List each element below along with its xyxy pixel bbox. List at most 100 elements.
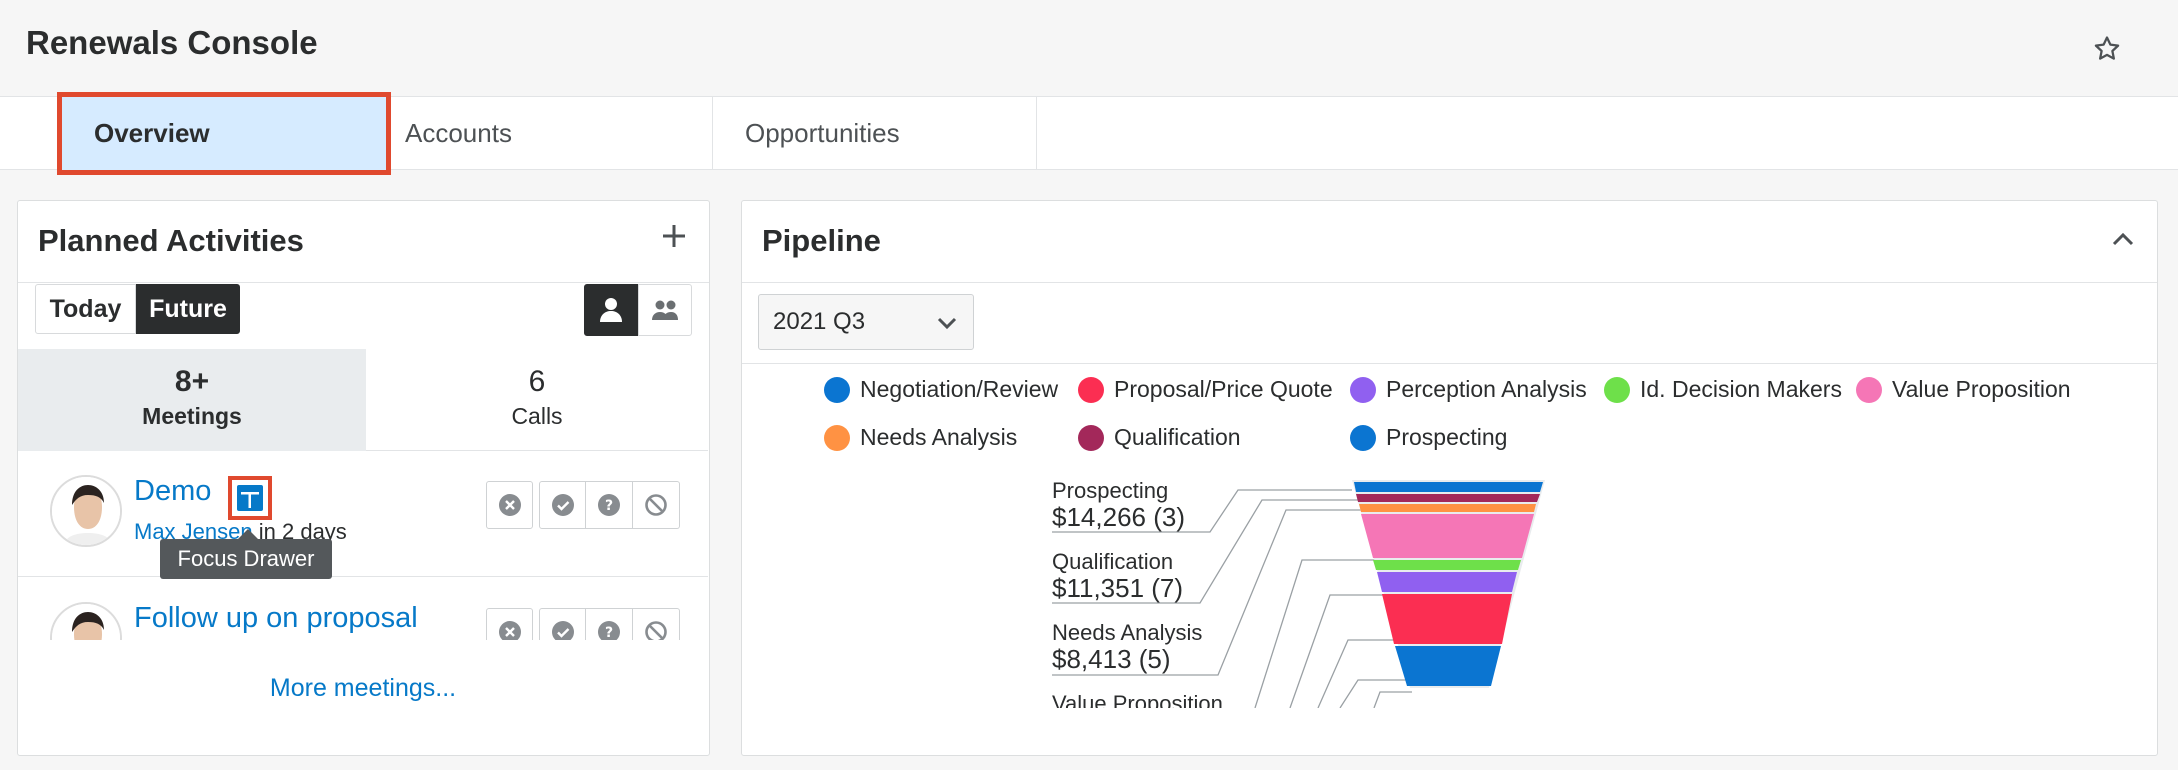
tab-opportunities[interactable]: Opportunities: [713, 97, 1037, 170]
avatar-image: [52, 477, 120, 545]
calls-count-tab[interactable]: 6 Calls: [366, 349, 708, 451]
close-button[interactable]: [486, 608, 534, 640]
tab-bar: Overview Accounts Opportunities: [0, 92, 2178, 175]
legend-item[interactable]: Qualification: [1078, 424, 1241, 451]
page-header: Renewals Console: [0, 0, 2178, 97]
legend-dot: [1604, 376, 1630, 403]
funnel-stage: Value Proposition: [1052, 691, 1223, 708]
more-meetings-link[interactable]: More meetings...: [269, 674, 457, 702]
tentative-button[interactable]: ?: [586, 608, 634, 640]
close-circle-icon: [498, 494, 521, 516]
ban-icon: [645, 621, 667, 640]
filter-bar: [742, 282, 2157, 364]
panel-title: Planned Activities: [38, 223, 304, 258]
meetings-count: 8+: [174, 365, 210, 398]
activity-actions: ?: [486, 481, 680, 529]
legend-dot: [1856, 376, 1882, 403]
calls-count: 6: [528, 365, 546, 398]
legend-item[interactable]: Negotiation/Review: [824, 376, 1058, 403]
activity-counts: 8+ Meetings 6 Calls: [18, 349, 708, 451]
close-circle-icon: [498, 621, 521, 640]
star-icon[interactable]: [2092, 34, 2122, 64]
period-select[interactable]: 2021 Q3: [758, 294, 974, 350]
svg-text:?: ?: [605, 498, 613, 514]
today-label: Today: [49, 294, 122, 323]
list-item: Demo Max Jensen in 2 days ?: [18, 451, 708, 577]
decline-button[interactable]: [633, 481, 680, 529]
team-activities-button[interactable]: [638, 284, 692, 336]
funnel-chart: [1040, 470, 1660, 708]
held-button[interactable]: [539, 481, 587, 529]
funnel-amount: $8,413 (5): [1052, 644, 1171, 674]
avatar[interactable]: [50, 602, 122, 640]
legend-label: Id. Decision Makers: [1640, 376, 1842, 402]
group-icon: [652, 300, 678, 320]
legend-label: Value Proposition: [1892, 376, 2071, 402]
legend-dot: [824, 424, 850, 451]
legend-item[interactable]: Proposal/Price Quote: [1078, 376, 1333, 403]
close-button[interactable]: [486, 481, 534, 529]
legend-item[interactable]: Needs Analysis: [824, 424, 1017, 451]
svg-text:?: ?: [605, 625, 613, 640]
chevron-down-icon: [937, 317, 957, 330]
future-label: Future: [149, 294, 227, 323]
legend-item[interactable]: Id. Decision Makers: [1604, 376, 1842, 403]
chevron-up-icon[interactable]: [2111, 229, 2135, 249]
tentative-button[interactable]: ?: [586, 481, 634, 529]
funnel-stage: Qualification: [1052, 549, 1174, 574]
funnel-label: Prospecting $14,266 (3): [1052, 477, 1185, 531]
panel-title: Pipeline: [762, 223, 881, 258]
activity-actions: ?: [486, 608, 680, 640]
calls-label: Calls: [511, 403, 563, 429]
funnel-stage: Needs Analysis: [1052, 620, 1203, 645]
held-button[interactable]: [539, 608, 587, 640]
focus-drawer-icon: [237, 485, 263, 511]
tab-label: Overview: [94, 118, 210, 148]
future-toggle[interactable]: Future: [136, 284, 240, 334]
funnel-label: Value Proposition: [1052, 690, 1352, 708]
legend-label: Perception Analysis: [1386, 376, 1587, 402]
plus-icon[interactable]: [659, 221, 689, 251]
legend-label: Qualification: [1114, 424, 1241, 450]
question-circle-icon: ?: [598, 621, 621, 640]
legend-dot: [1350, 376, 1376, 403]
focus-drawer-button[interactable]: [228, 476, 272, 520]
my-activities-button[interactable]: [584, 284, 638, 336]
tab-label: Opportunities: [745, 118, 900, 148]
ban-icon: [645, 494, 667, 516]
funnel-amount: $14,266 (3): [1052, 502, 1185, 532]
legend-dot: [1078, 376, 1104, 403]
page-title: Renewals Console: [26, 24, 318, 61]
legend-label: Proposal/Price Quote: [1114, 376, 1333, 402]
tab-label: Accounts: [405, 118, 512, 148]
legend-dot: [1350, 424, 1376, 451]
today-toggle[interactable]: Today: [35, 284, 136, 334]
legend-label: Prospecting: [1386, 424, 1508, 450]
meetings-label: Meetings: [142, 403, 242, 429]
avatar-image: [52, 604, 120, 640]
question-circle-icon: ?: [598, 494, 621, 516]
legend-item[interactable]: Prospecting: [1350, 424, 1507, 451]
funnel-svg: [1052, 480, 1545, 708]
check-circle-icon: [551, 621, 574, 640]
funnel-label: Needs Analysis $8,413 (5): [1052, 619, 1202, 673]
focus-drawer-tooltip: Focus Drawer: [160, 529, 332, 579]
activity-title[interactable]: Demo: [134, 475, 212, 507]
list-item: Follow up on proposal ?: [18, 578, 708, 640]
meetings-count-tab[interactable]: 8+ Meetings: [18, 349, 366, 451]
legend-item[interactable]: Perception Analysis: [1350, 376, 1587, 403]
panel-header: Planned Activities: [18, 201, 709, 283]
legend-dot: [1078, 424, 1104, 451]
legend-item[interactable]: Value Proposition: [1856, 376, 2071, 403]
legend-label: Negotiation/Review: [860, 376, 1059, 402]
tab-overview[interactable]: Overview: [57, 92, 391, 175]
legend-label: Needs Analysis: [860, 424, 1018, 450]
legend-dot: [824, 376, 850, 403]
panel-header: Pipeline: [742, 201, 2157, 283]
tab-accounts[interactable]: Accounts: [373, 97, 713, 170]
decline-button[interactable]: [633, 608, 680, 640]
period-value: 2021 Q3: [773, 308, 866, 335]
funnel-label: Qualification $11,351 (7): [1052, 548, 1183, 602]
avatar[interactable]: [50, 475, 122, 547]
activity-title[interactable]: Follow up on proposal: [134, 602, 418, 634]
